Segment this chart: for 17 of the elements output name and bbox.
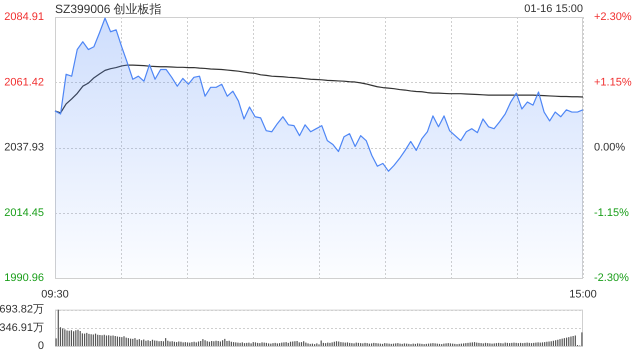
chart-title: SZ399006 创业板指 — [55, 1, 162, 18]
y2-tick-label: 0.00% — [594, 142, 626, 154]
y-tick-label: 2084.91 — [4, 11, 44, 24]
y2-tick-label: +1.15% — [594, 76, 632, 88]
x-tick-label: 09:30 — [41, 288, 69, 301]
x-tick-label: 15:00 — [569, 288, 597, 301]
y-tick-label: 2061.42 — [4, 76, 44, 88]
y2-tick-label: +2.30% — [594, 11, 632, 24]
y-tick-label: 0 — [38, 340, 44, 352]
y2-tick-label: -1.15% — [594, 206, 630, 219]
y-tick-label: 1990.96 — [4, 272, 44, 284]
y2-tick-label: -2.30% — [594, 272, 630, 284]
text: 01-16 15:00 — [524, 3, 583, 15]
y-tick-label: 693.82万 — [0, 304, 44, 316]
y-tick-label: 2037.93 — [4, 142, 44, 154]
y-tick-label: 2014.45 — [4, 206, 44, 219]
y-tick-label: 346.91万 — [0, 322, 44, 334]
